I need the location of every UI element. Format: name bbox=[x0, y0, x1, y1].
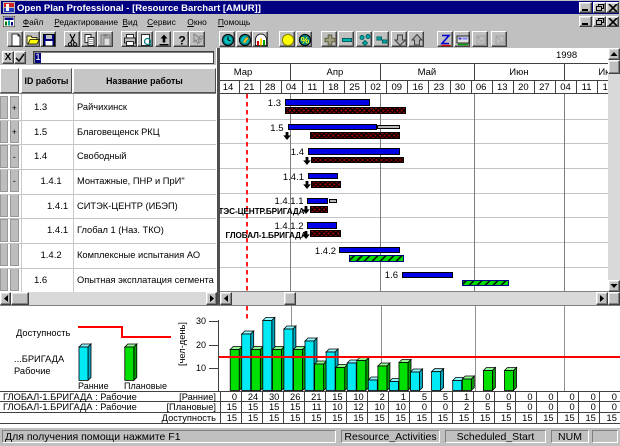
svg-text:?: ? bbox=[178, 34, 185, 48]
svg-text:%: % bbox=[300, 36, 309, 47]
svg-text:?: ? bbox=[198, 34, 204, 44]
